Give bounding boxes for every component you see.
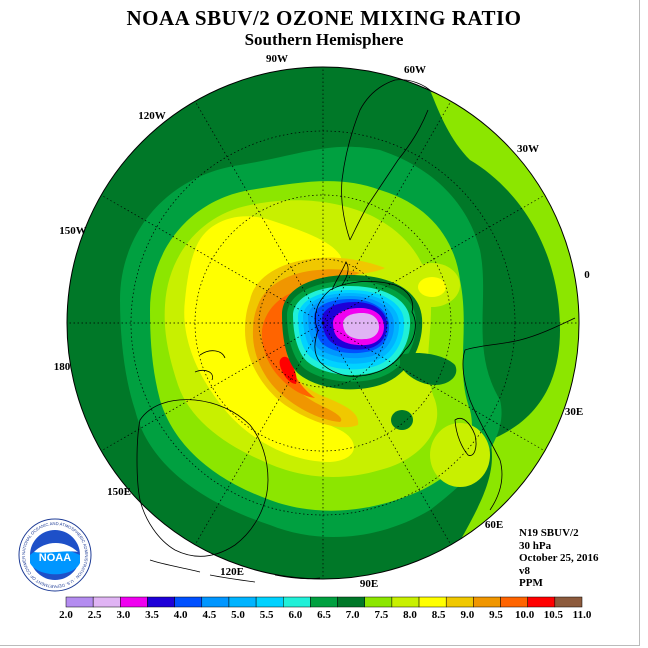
- colorbar-tick-label: 2.0: [59, 609, 73, 621]
- colorbar-swatch: [228, 596, 257, 608]
- label-90w: 90W: [266, 53, 288, 65]
- info-version: v8: [519, 564, 530, 577]
- coastline-islands: [149, 559, 321, 583]
- coastline-africa: [462, 317, 576, 511]
- colorbar-tick-label: 6.0: [288, 609, 302, 621]
- map-title: NOAA SBUV/2 OZONE MIXING RATIO: [126, 6, 522, 30]
- coastline-antarctic-peninsula: [331, 261, 349, 291]
- meridian-30e: [322, 322, 546, 452]
- label-120e: 120E: [220, 566, 244, 578]
- colorbar-tick-label: 10.5: [544, 609, 564, 621]
- vortex-core-lilac: [343, 313, 379, 340]
- ozone-band-red: [279, 356, 297, 384]
- info-satellite: N19 SBUV/2: [519, 527, 579, 539]
- colorbar-tick-label: 9.0: [460, 609, 474, 621]
- ozone-patch-yellow-east-core: [418, 277, 446, 297]
- colorbar-tick-label: 7.0: [346, 609, 360, 621]
- colorbar-swatch: [65, 596, 94, 608]
- label-120w: 120W: [138, 110, 166, 122]
- colorbar-swatch: [473, 596, 501, 608]
- colorbar-tick-label: 6.5: [317, 609, 331, 621]
- meridian-60e: [322, 322, 452, 546]
- meridian-60w: [322, 100, 452, 324]
- ozone-band-red-orange: [261, 290, 315, 398]
- coastline-south-america: [341, 79, 433, 241]
- map-subtitle: Southern Hemisphere: [244, 30, 404, 49]
- longitude-labels: 90W 60W 120W 30W 150W 0 180 30E 150E 60E…: [54, 53, 591, 590]
- label-0: 0: [584, 269, 590, 281]
- ozone-patch-dark-green: [391, 410, 413, 430]
- label-150w: 150W: [59, 225, 87, 237]
- colorbar-tick-label: 3.0: [116, 609, 130, 621]
- colorbar-tick-label: 10.0: [515, 609, 535, 621]
- label-60e: 60E: [485, 519, 503, 531]
- colorbar-swatch: [310, 596, 338, 608]
- colorbar-tick-label: 8.0: [403, 609, 417, 621]
- info-block: N19 SBUV/2 30 hPa October 25, 2016 v8 PP…: [519, 527, 599, 590]
- coastline-madagascar: [454, 418, 477, 456]
- logo-text: NOAA: [39, 552, 71, 564]
- coastline-new-zealand: [194, 350, 226, 381]
- colorbar-swatches: [65, 596, 583, 608]
- label-150e: 150E: [107, 486, 131, 498]
- meridian-150e: [100, 322, 324, 452]
- colorbar-swatch: [364, 596, 393, 608]
- colorbar-tick-label: 4.0: [174, 609, 188, 621]
- colorbar-swatch: [418, 596, 447, 608]
- colorbar-swatch: [147, 596, 175, 608]
- colorbar-tick-label: 4.5: [202, 609, 216, 621]
- info-units: PPM: [519, 577, 543, 589]
- colorbar-swatch: [445, 596, 474, 608]
- colorbar-tick-label: 5.0: [231, 609, 245, 621]
- colorbar-swatch: [554, 596, 583, 608]
- info-pressure: 30 hPa: [519, 539, 552, 552]
- graticule: [67, 67, 579, 579]
- noaa-logo: NOAA NATIONAL OCEANIC AND ATMOSPHERIC AD…: [18, 518, 92, 592]
- colorbar-swatch: [337, 596, 365, 608]
- meridian-30w: [322, 194, 546, 324]
- meridian-120w: [194, 100, 324, 324]
- ozone-lobe-dark-green-east: [400, 353, 457, 385]
- colorbar-tick-label: 3.5: [145, 609, 159, 621]
- label-60w: 60W: [404, 64, 426, 76]
- colorbar-swatch: [500, 596, 528, 608]
- label-180: 180: [54, 361, 71, 373]
- colorbar-tick-label: 8.5: [432, 609, 446, 621]
- coastlines: [136, 79, 576, 583]
- colorbar-tick-label: 5.5: [260, 609, 274, 621]
- colorbar-tick-label: 9.5: [489, 609, 503, 621]
- label-30e: 30E: [565, 406, 583, 418]
- map-boundary: [66, 66, 580, 580]
- colorbar-swatch: [527, 596, 556, 608]
- info-date: October 25, 2016: [519, 552, 599, 564]
- colorbar-tick-label: 7.5: [374, 609, 388, 621]
- colorbar-swatch: [283, 596, 311, 608]
- label-90e: 90E: [360, 578, 378, 590]
- colorbar-swatch: [201, 596, 230, 608]
- colorbar-tick-label: 2.5: [88, 609, 102, 621]
- colorbar-tick-label: 11.0: [573, 609, 592, 621]
- colorbar-swatch: [120, 596, 148, 608]
- label-30w: 30W: [517, 143, 539, 155]
- coastline-antarctica: [314, 281, 416, 377]
- colorbar-swatch: [174, 596, 203, 608]
- colorbar-labels: 2.0 2.5 3.0 3.5 4.0 4.5 5.0 5.5 6.0 6.5 7.0 7.5 8.0 8…: [59, 609, 592, 621]
- meridian-150w: [100, 194, 324, 324]
- colorbar-swatch: [255, 596, 284, 608]
- colorbar-swatch: [391, 596, 420, 608]
- colorbar-swatch: [92, 596, 121, 608]
- meridian-120e: [194, 322, 324, 546]
